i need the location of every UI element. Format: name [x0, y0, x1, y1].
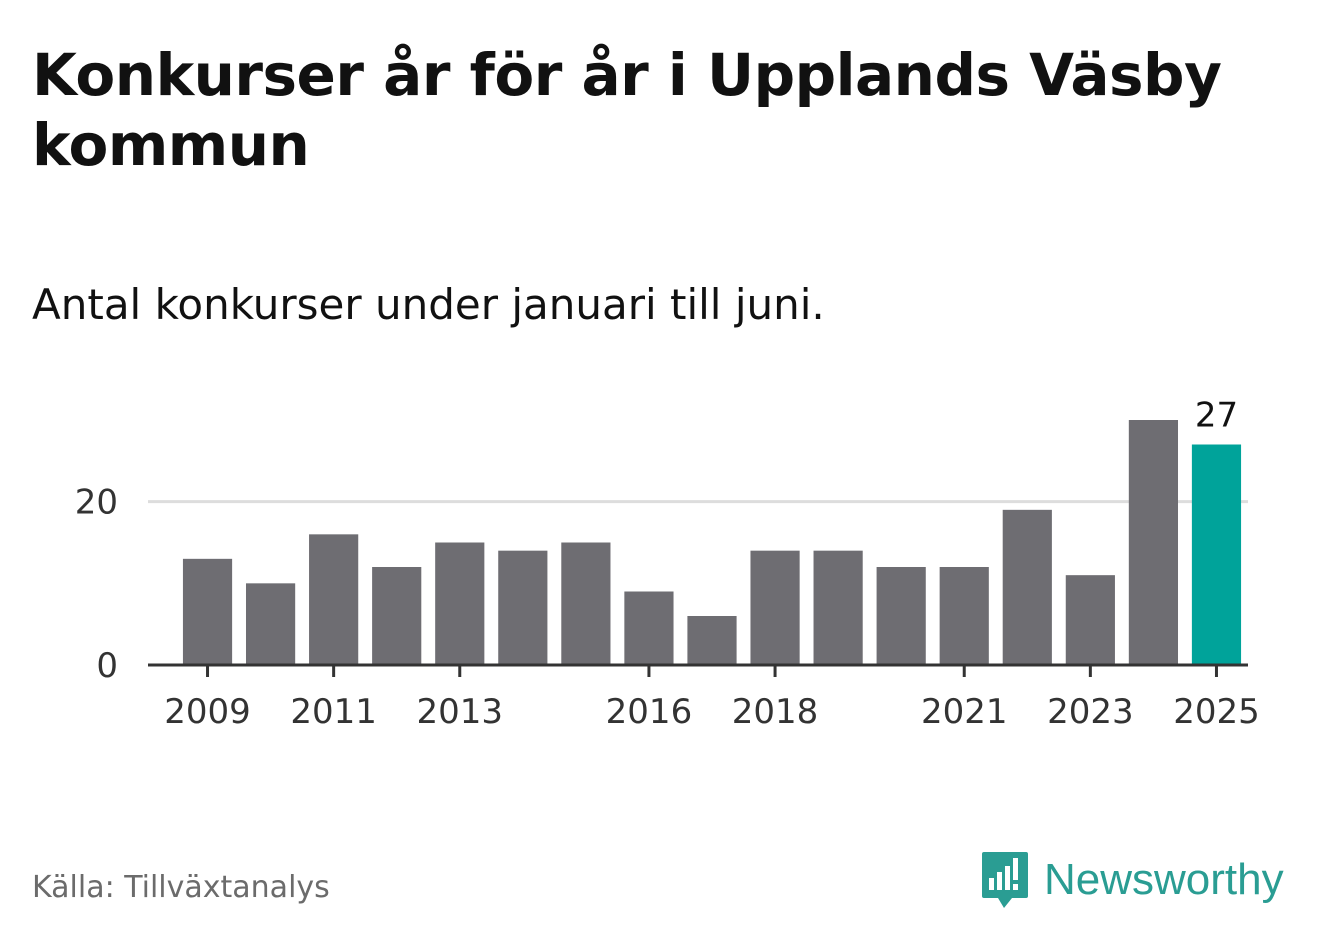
- data-labels: 27: [1195, 396, 1238, 436]
- bars: [182, 420, 1242, 665]
- bar-chart: 0 20 27 2009 2011 2013 2016 2018 2021 2023 2025: [75, 396, 1260, 733]
- bar-chart-speech-bubble-icon: [982, 852, 1028, 908]
- brand-name: Newsworthy: [1044, 855, 1284, 904]
- x-axis-ticks: 2009 2011 2013 2016 2018 2021 2023 2025: [164, 665, 1260, 732]
- bar-2025: [1191, 444, 1242, 665]
- source-note: Källa: Tillväxtanalys: [32, 870, 330, 905]
- x-tick-label: 2025: [1173, 692, 1260, 732]
- bar-2018: [750, 550, 800, 665]
- page-title: Konkurser år för år i Upplands Väsby kom…: [32, 41, 1222, 179]
- brand-logo: Newsworthy: [980, 850, 1284, 910]
- x-tick-label: 2016: [606, 692, 693, 732]
- bar-2020: [876, 567, 926, 665]
- bar-2024: [1128, 420, 1179, 665]
- x-tick-label: 2011: [290, 692, 377, 732]
- bar-2021: [939, 567, 989, 665]
- x-tick-label: 2009: [164, 692, 251, 732]
- y-axis-tick-labels: 0 20: [75, 483, 118, 686]
- x-tick-label: 2013: [416, 692, 503, 732]
- bar-2019: [813, 550, 863, 665]
- bar-2016: [624, 591, 674, 665]
- bar-2009: [182, 558, 233, 665]
- bar-2015: [561, 542, 611, 665]
- bar-2022: [1002, 509, 1052, 665]
- x-tick-label: 2018: [732, 692, 819, 732]
- bar-2013: [435, 542, 485, 665]
- chart-subtitle: Antal konkurser under januari till juni.: [32, 280, 825, 329]
- y-tick-label: 0: [96, 646, 118, 686]
- bar-2012: [372, 567, 422, 665]
- bar-2014: [498, 550, 548, 665]
- x-tick-label: 2023: [1047, 692, 1134, 732]
- bar-2010: [245, 583, 296, 665]
- bar-2023: [1065, 575, 1115, 665]
- y-tick-label: 20: [75, 483, 118, 523]
- data-label-2025: 27: [1195, 396, 1238, 436]
- bar-2017: [687, 616, 737, 665]
- bar-2011: [309, 534, 359, 665]
- x-tick-label: 2021: [921, 692, 1008, 732]
